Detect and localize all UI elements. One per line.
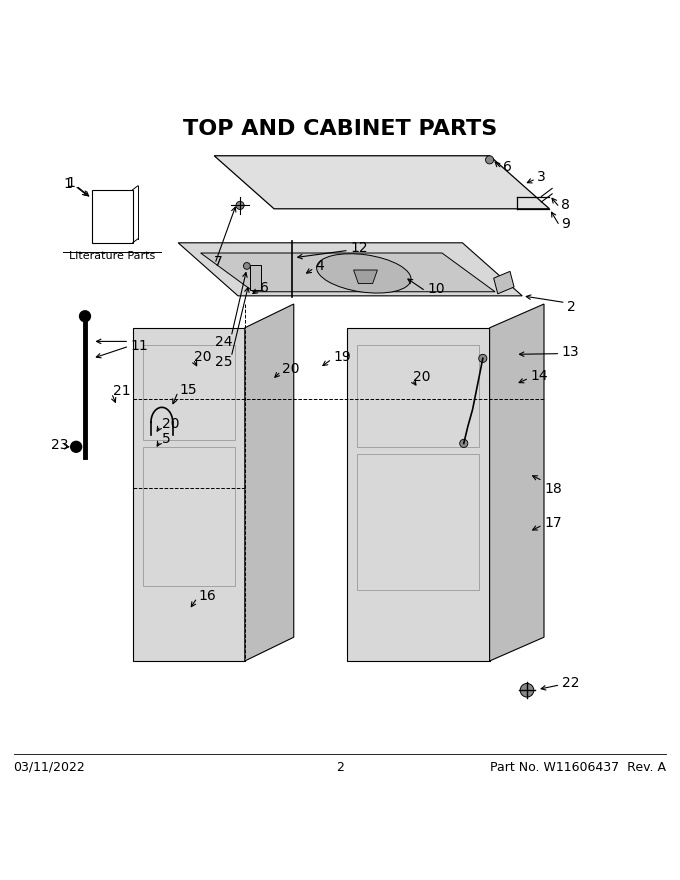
Text: TOP AND CABINET PARTS: TOP AND CABINET PARTS <box>183 119 497 138</box>
Text: 5: 5 <box>162 431 171 445</box>
Text: 13: 13 <box>562 345 579 359</box>
Text: 14: 14 <box>530 369 548 383</box>
Text: 17: 17 <box>544 516 562 530</box>
Circle shape <box>243 262 250 269</box>
Circle shape <box>71 442 82 452</box>
Circle shape <box>486 156 494 164</box>
Polygon shape <box>214 156 549 209</box>
Circle shape <box>460 439 468 447</box>
Text: 2: 2 <box>336 761 344 774</box>
Text: 20: 20 <box>282 363 300 377</box>
Text: 1: 1 <box>64 177 73 191</box>
Text: 03/11/2022: 03/11/2022 <box>14 761 86 774</box>
Text: 9: 9 <box>561 216 570 231</box>
Text: 12: 12 <box>350 241 368 255</box>
Text: 7: 7 <box>214 255 222 269</box>
Text: 10: 10 <box>427 282 445 296</box>
Text: Literature Parts: Literature Parts <box>69 251 155 261</box>
Text: 1: 1 <box>67 176 75 190</box>
Polygon shape <box>494 271 514 294</box>
Circle shape <box>80 311 90 322</box>
Text: 4: 4 <box>316 259 324 273</box>
Polygon shape <box>347 327 490 661</box>
Circle shape <box>236 202 244 209</box>
Polygon shape <box>245 304 294 661</box>
Text: 22: 22 <box>562 676 579 690</box>
Polygon shape <box>354 270 377 283</box>
Text: 3: 3 <box>537 170 546 184</box>
Circle shape <box>479 355 487 363</box>
Text: 16: 16 <box>199 589 216 603</box>
Polygon shape <box>250 265 261 290</box>
Text: Part No. W11606437  Rev. A: Part No. W11606437 Rev. A <box>490 761 666 774</box>
Ellipse shape <box>317 253 411 293</box>
Text: 6: 6 <box>503 159 512 173</box>
Circle shape <box>520 684 534 697</box>
Text: 15: 15 <box>180 383 197 397</box>
Text: 20: 20 <box>194 350 212 364</box>
Polygon shape <box>133 327 245 661</box>
Polygon shape <box>490 304 544 661</box>
Text: 11: 11 <box>131 339 148 353</box>
Text: 2: 2 <box>567 300 576 313</box>
Text: 18: 18 <box>544 482 562 496</box>
Text: 21: 21 <box>113 384 131 398</box>
Text: 23: 23 <box>51 438 69 452</box>
Polygon shape <box>201 253 495 292</box>
Text: 25: 25 <box>215 356 233 370</box>
Text: 20: 20 <box>413 370 431 385</box>
Polygon shape <box>178 243 522 296</box>
Text: 24: 24 <box>215 335 233 349</box>
Text: 19: 19 <box>333 350 351 364</box>
Text: 20: 20 <box>162 416 180 430</box>
Text: 6: 6 <box>260 281 269 295</box>
Text: 8: 8 <box>561 198 570 212</box>
